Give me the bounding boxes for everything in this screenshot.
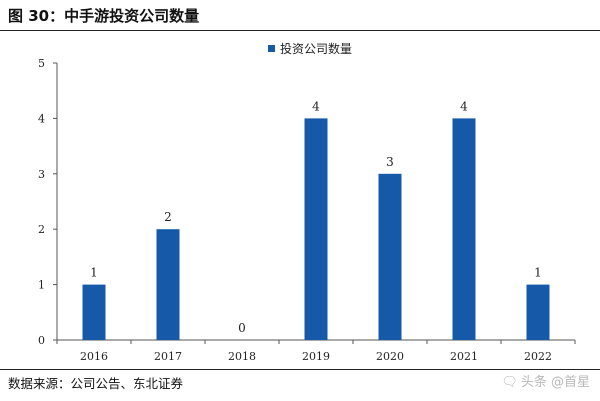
legend-label: 投资公司数量 [280, 41, 352, 56]
data-labels: 1 2 0 4 3 4 1 [90, 99, 542, 335]
bar-2016 [82, 284, 106, 340]
x-axis: 2016 2017 2018 2019 2020 2021 2022 [56, 339, 576, 363]
data-label-2016: 1 [90, 266, 98, 280]
data-label-2019: 4 [312, 99, 320, 113]
data-label-2017: 2 [164, 210, 172, 224]
data-label-2021: 4 [460, 99, 468, 113]
bar-2021 [452, 118, 476, 341]
data-label-2022: 1 [534, 266, 542, 280]
x-tick-label: 2020 [376, 350, 404, 363]
bar-series [82, 118, 550, 341]
y-tick-label: 5 [38, 57, 45, 70]
figure-title: 图 30：中手游投资公司数量 [8, 7, 200, 25]
source-note: 数据来源：公司公告、东北证券 [8, 376, 184, 391]
x-tick-label: 2017 [154, 350, 182, 363]
y-axis: 0 1 2 3 4 5 [38, 57, 58, 347]
bar-2022 [526, 284, 550, 340]
x-tick-label: 2021 [450, 350, 478, 363]
legend-swatch [268, 45, 275, 52]
source-rule [0, 369, 600, 370]
x-tick-label: 2022 [524, 350, 552, 363]
watermark: 🗨 头条 @首星 [501, 371, 590, 395]
x-tick-label: 2016 [80, 350, 108, 363]
y-tick-label: 0 [38, 334, 45, 347]
speech-bubble-icon: 🗨 [501, 375, 518, 390]
data-label-2018: 0 [238, 321, 246, 335]
x-tick-label: 2018 [228, 350, 256, 363]
title-rule [0, 30, 600, 31]
bar-2020 [378, 173, 402, 340]
watermark-text: 头条 @首星 [520, 375, 590, 390]
x-tick-label: 2019 [302, 350, 330, 363]
bar-2019 [304, 118, 328, 341]
y-tick-label: 1 [38, 279, 45, 292]
legend: 投资公司数量 [268, 41, 352, 56]
y-tick-label: 3 [38, 168, 45, 181]
data-label-2020: 3 [386, 155, 394, 169]
y-tick-label: 4 [38, 112, 45, 125]
y-tick-label: 2 [38, 223, 45, 236]
bar-2017 [156, 229, 180, 340]
